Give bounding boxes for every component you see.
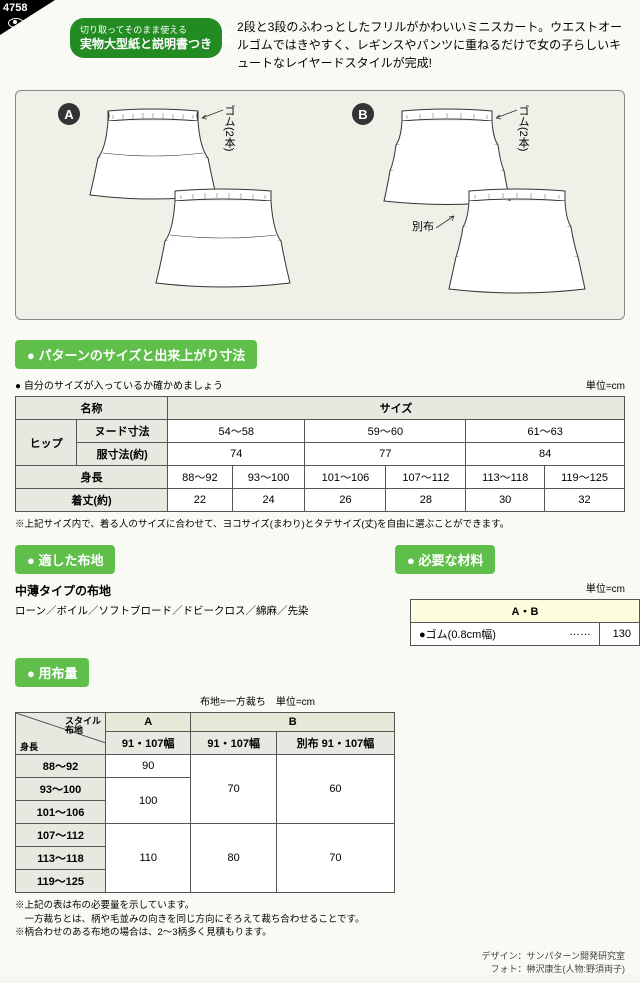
td-r3l: 身長 [16,466,168,489]
th-name: 名称 [16,397,168,420]
td-r4l: 着丈(約) [16,489,168,512]
section-size-title: ● パターンのサイズと出来上がり寸法 [15,340,257,369]
td-r3c4: 113～118 [466,466,545,489]
rq-h1: 93～100 [16,778,106,801]
req-corner: スタイル 布地 身長 [16,713,106,755]
rq-h5: 119～125 [16,870,106,893]
arrow-a [200,108,225,120]
anno-gom-a: ゴム(2本) [221,105,281,154]
size-unit: 単位=cm [586,377,625,392]
req-note: 布地=一方裁ち 単位=cm [200,693,625,708]
pattern-badge: 切り取ってそのまま使える 実物大型紙と説明書つき [70,18,222,58]
rq-h3: 107～112 [16,824,106,847]
badge-wrap: 切り取ってそのまま使える 実物大型紙と説明書つき [70,18,222,58]
td-r4c2: 26 [305,489,386,512]
td-r1c2: 61～63 [466,420,625,443]
skirt-a-2 [153,183,293,293]
mat-unit: 単位=cm [395,580,625,595]
td-r3c3: 107～112 [386,466,466,489]
header-row: 切り取ってそのまま使える 実物大型紙と説明書つき 2段と3段のふわっとしたフリル… [0,0,640,82]
req-subB2: 別布 91・107幅 [276,732,394,755]
td-hip: ヒップ [16,420,77,466]
req-colB: B [191,713,395,732]
td-r1l: ヌード寸法 [77,420,168,443]
size-foot: ※上記サイズ内で、着る人のサイズに合わせて、ヨコサイズ(まわり)とタテサイズ(丈… [15,518,625,531]
mat-r1r: 130 [600,623,640,646]
size-table: 名称サイズ ヒップヌード寸法54～5859～6061～63 服寸法(約)7477… [15,396,625,512]
fabric-list: ローン／ボイル／ソフトブロード／ドビークロス／綿麻／先染 [15,603,375,620]
arrow-b1 [494,108,519,120]
rq-b-bot: 80 [191,824,276,893]
skirt-group-a: A ゴム(2本) [58,103,288,293]
label-a: A [58,103,80,125]
td-r2c2: 84 [466,443,625,466]
td-r2l: 服寸法(約) [77,443,168,466]
anno-betsu: 別布 [412,218,434,234]
td-r3c2: 101～106 [305,466,386,489]
mat-r1l: ゴム(0.8cm幅)…… [411,623,600,646]
req-subB1: 91・107幅 [191,732,276,755]
td-r1c0: 54～58 [168,420,305,443]
credit1: デザイン：サンパターン開発研究室 [15,949,625,962]
rq-b-top: 70 [191,755,276,824]
intro-text: 2段と3段のふわっとしたフリルがかわいいミニスカート。ウエストオールゴムではきや… [237,18,625,72]
req-colA: A [106,713,191,732]
section-fabric-title: ● 適した布地 [15,545,115,574]
size-note-left: ● 自分のサイズが入っているか確かめましょう [15,377,223,392]
badge-line1: 切り取ってそのまま使える [80,24,212,36]
credit2: フォト：榊沢康生(人物:野須両子) [15,962,625,975]
rq-a0: 90 [106,755,191,778]
td-r3c0: 88～92 [168,466,233,489]
size-subnote: ● 自分のサイズが入っているか確かめましょう 単位=cm [15,377,625,392]
td-r3c1: 93～100 [232,466,305,489]
arrow-b2 [434,213,459,231]
section-mat-title: ● 必要な材料 [395,545,495,574]
td-r4c3: 28 [386,489,466,512]
skirt-group-b: B ゴム(2本) 別布 [352,103,582,293]
td-r2c1: 77 [305,443,466,466]
req-foot1: ※上記の表は布の必要量を示しています。 [15,899,625,912]
scissors-icon [220,26,240,46]
td-r4c1: 24 [232,489,305,512]
req-subA: 91・107幅 [106,732,191,755]
td-r2c0: 74 [168,443,305,466]
td-r1c1: 59～60 [305,420,466,443]
td-r3c5: 119～125 [545,466,625,489]
section-req-title: ● 用布量 [15,658,89,687]
fabric-subtitle: 中薄タイプの布地 [15,582,375,599]
skirt-b-2 [447,183,587,298]
rq-h4: 113～118 [16,847,106,870]
rq-h0: 88～92 [16,755,106,778]
rq-a3: 110 [106,824,191,893]
label-b: B [352,103,374,125]
req-foot: ※上記の表は布の必要量を示しています。 一方裁ちとは、柄や毛並みの向きを同じ方向… [15,899,625,939]
diagram-box: A ゴム(2本) [15,90,625,320]
th-size: サイズ [168,397,625,420]
mat-table: A・B ゴム(0.8cm幅)……130 [410,599,640,646]
rq-bb-bot: 70 [276,824,394,893]
rq-bb-top: 60 [276,755,394,824]
td-r4c5: 32 [545,489,625,512]
req-foot2: 一方裁ちとは、柄や毛並みの向きを同じ方向にそろえて裁ち合わせることです。 [15,913,625,926]
req-table: スタイル 布地 身長 A B 91・107幅 91・107幅 別布 91・107… [15,712,395,893]
rq-a1: 100 [106,778,191,824]
mat-hdr: A・B [411,600,640,623]
td-r4c0: 22 [168,489,233,512]
rq-h2: 101～106 [16,801,106,824]
req-foot3: ※柄合わせのある布地の場合は、2～3柄多く見積もります。 [15,926,625,939]
td-r4c4: 30 [466,489,545,512]
credit: デザイン：サンパターン開発研究室 フォト：榊沢康生(人物:野須両子) [15,949,625,975]
badge-line2: 実物大型紙と説明書つき [80,36,212,52]
